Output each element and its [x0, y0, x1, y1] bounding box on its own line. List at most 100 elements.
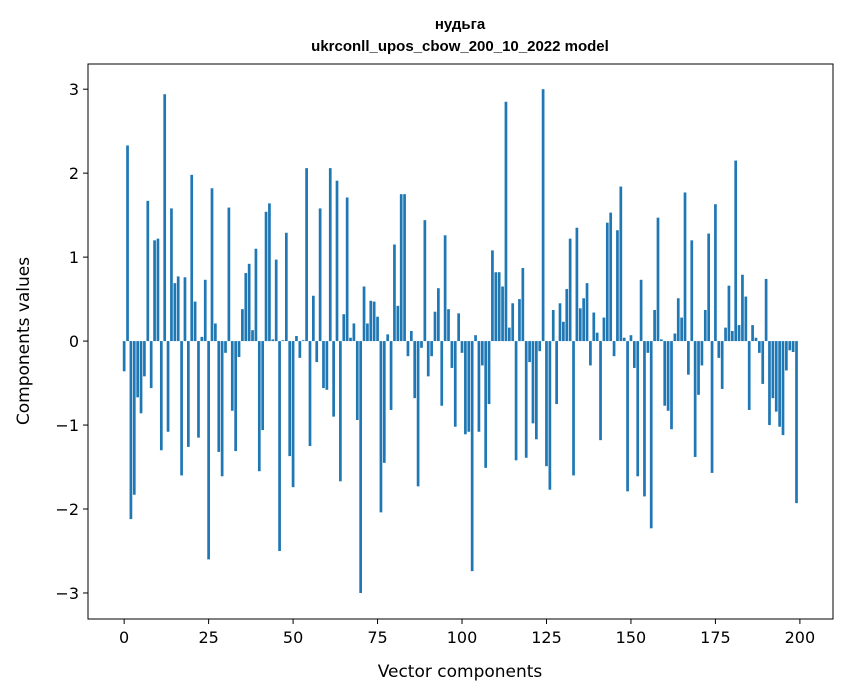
bar-92 [433, 311, 437, 342]
bar-26 [210, 188, 214, 342]
bar-35 [241, 309, 244, 342]
bar-175 [714, 204, 717, 342]
bar-18 [183, 277, 187, 342]
bar-187 [754, 337, 758, 342]
y-tick-label: 1 [69, 248, 79, 267]
bar-31 [227, 207, 231, 342]
bar-57 [315, 341, 319, 363]
x-tick-label: 25 [198, 628, 218, 647]
bar-76 [379, 341, 383, 513]
bar-192 [771, 341, 775, 399]
bar-139 [592, 312, 596, 342]
bar-149 [626, 341, 629, 492]
bar-10 [156, 238, 160, 342]
bar-113 [504, 101, 508, 342]
bar-122 [535, 341, 538, 440]
bar-190 [764, 278, 768, 342]
bar-169 [693, 341, 697, 457]
bar-111 [497, 272, 501, 342]
bar-5 [139, 341, 143, 414]
bar-171 [700, 341, 704, 366]
bar-7 [146, 200, 150, 342]
bar-84 [406, 341, 410, 357]
bar-112 [501, 286, 504, 342]
bar-156 [649, 341, 653, 529]
bar-19 [186, 341, 190, 447]
y-tick-label: −3 [55, 584, 79, 603]
bar-118 [521, 268, 525, 342]
bar-89 [423, 220, 427, 342]
chart-title-line1: нудьга [435, 16, 486, 33]
bar-66 [345, 197, 349, 342]
bar-119 [524, 341, 528, 458]
bar-12 [163, 94, 167, 342]
bar-174 [710, 341, 714, 473]
bar-81 [396, 305, 400, 342]
y-tick-label: 3 [69, 80, 79, 99]
bar-170 [697, 341, 700, 395]
bar-157 [653, 310, 656, 342]
bar-132 [568, 238, 572, 342]
x-tick-label: 0 [119, 628, 129, 647]
x-tick-label: 75 [367, 628, 387, 647]
bar-38 [251, 330, 254, 342]
bar-63 [335, 180, 339, 342]
bar-55 [308, 341, 312, 447]
bar-136 [582, 298, 586, 342]
bar-33 [234, 341, 237, 452]
bar-13 [166, 341, 170, 432]
bar-46 [278, 341, 281, 551]
bar-196 [785, 341, 788, 371]
bar-73 [369, 300, 373, 342]
bar-83 [403, 194, 406, 342]
bar-52 [298, 341, 302, 358]
bar-9 [153, 240, 156, 342]
bar-59 [322, 341, 325, 389]
bar-72 [366, 323, 369, 342]
bar-152 [636, 341, 640, 477]
bar-120 [528, 341, 531, 363]
bar-104 [474, 335, 477, 342]
bar-107 [484, 341, 488, 468]
y-tick-label: −2 [55, 500, 79, 519]
bar-106 [480, 341, 484, 366]
x-tick-label: 175 [700, 628, 731, 647]
bar-102 [467, 341, 471, 432]
bar-180 [730, 331, 734, 342]
bar-20 [190, 174, 194, 342]
bar-110 [494, 272, 498, 342]
bar-4 [136, 341, 140, 398]
bar-160 [663, 341, 667, 406]
bar-51 [295, 336, 298, 342]
bar-64 [339, 341, 342, 482]
bar-182 [737, 325, 741, 342]
bar-143 [605, 222, 609, 342]
bar-173 [707, 233, 711, 342]
bar-22 [197, 341, 200, 438]
bar-44 [271, 339, 275, 342]
bar-177 [720, 341, 724, 389]
bar-28 [217, 341, 221, 452]
bar-58 [318, 208, 322, 342]
bar-60 [325, 341, 329, 390]
bar-117 [518, 299, 521, 342]
y-axis-label: Components values [14, 257, 34, 425]
bar-148 [622, 337, 626, 342]
bar-197 [788, 341, 792, 351]
bar-93 [437, 288, 440, 342]
bar-15 [173, 283, 177, 342]
bars-group [122, 89, 798, 593]
bar-154 [643, 341, 646, 497]
bar-71 [362, 286, 366, 342]
x-tick-label: 125 [531, 628, 562, 647]
bar-54 [305, 168, 308, 342]
bar-129 [558, 303, 562, 342]
bar-137 [585, 283, 589, 342]
bar-0 [122, 341, 126, 372]
bar-184 [744, 296, 748, 342]
bar-115 [511, 303, 515, 342]
bar-86 [413, 341, 417, 399]
bar-85 [409, 331, 413, 342]
bar-195 [781, 341, 785, 436]
bar-146 [616, 230, 619, 342]
